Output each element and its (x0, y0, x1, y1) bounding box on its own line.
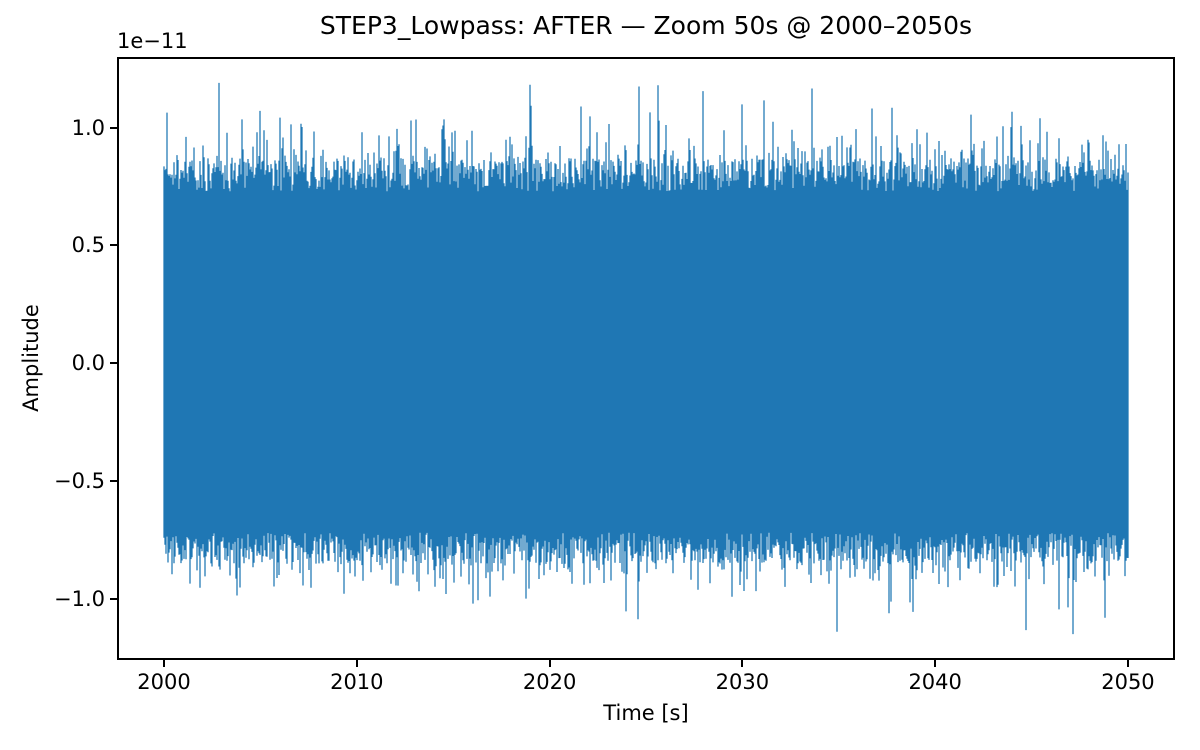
x-tick-label: 2030 (715, 670, 770, 694)
x-tick-mark (163, 660, 166, 667)
y-tick-mark (110, 479, 117, 482)
waveform-path (163, 82, 1129, 635)
chart-title: STEP3_Lowpass: AFTER — Zoom 50s @ 2000–2… (319, 11, 973, 40)
x-tick-mark (1126, 660, 1129, 667)
y-tick-mark (110, 244, 117, 247)
y-tick-label: −1.0 (54, 586, 105, 611)
y-tick-label: −0.5 (54, 468, 105, 493)
x-axis-label: Time [s] (603, 701, 689, 725)
y-axis-offset-label: 1e−11 (117, 29, 188, 53)
y-tick-mark (110, 597, 117, 600)
plot-area (117, 57, 1175, 660)
x-tick-label: 2010 (330, 670, 384, 694)
x-tick-label: 2040 (908, 670, 962, 694)
y-tick-mark (110, 126, 117, 129)
x-tick-mark (548, 660, 551, 667)
x-tick-mark (741, 660, 744, 667)
y-tick-label: 0.5 (71, 233, 105, 258)
x-tick-label: 2050 (1101, 670, 1155, 694)
waveform-series (163, 82, 1129, 635)
y-tick-label: 1.0 (71, 115, 105, 140)
x-tick-mark (934, 660, 937, 667)
y-tick-label: 0.0 (71, 351, 105, 376)
y-tick-mark (110, 362, 117, 365)
x-tick-label: 2000 (137, 670, 191, 694)
x-tick-mark (355, 660, 358, 667)
x-tick-label: 2020 (522, 670, 577, 694)
